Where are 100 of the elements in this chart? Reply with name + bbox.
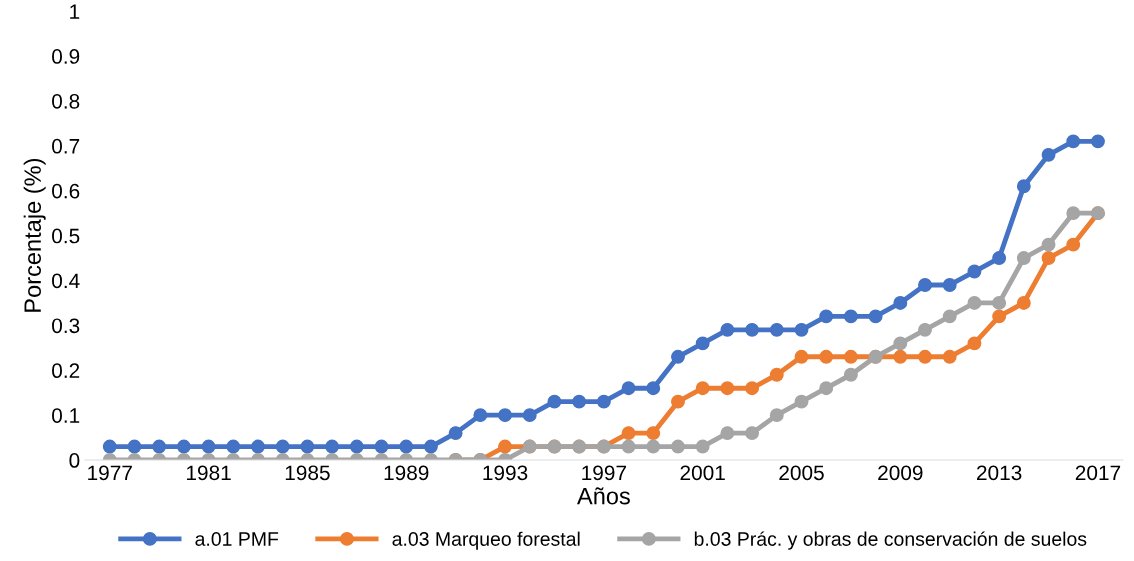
point — [498, 408, 512, 423]
point — [893, 349, 908, 364]
x-axis-title: Años — [577, 487, 630, 505]
point — [621, 439, 636, 454]
point — [127, 439, 142, 454]
y-tick-label: 0.7 — [52, 138, 80, 154]
x-tick-label: 2009 — [878, 465, 923, 481]
point — [918, 278, 932, 292]
point — [1066, 134, 1081, 149]
point — [399, 439, 414, 454]
point — [819, 309, 834, 324]
y-tick-label: 0.6 — [52, 183, 80, 199]
y-tick-label: 0.2 — [52, 363, 80, 379]
point — [646, 381, 661, 396]
point — [671, 349, 685, 364]
point — [967, 336, 982, 351]
point — [152, 439, 167, 454]
point — [720, 426, 735, 441]
point — [102, 439, 117, 454]
point — [967, 264, 982, 279]
point — [992, 251, 1007, 266]
point — [646, 439, 661, 454]
point — [819, 349, 834, 364]
point — [893, 295, 908, 310]
point — [423, 439, 438, 454]
point — [1016, 179, 1031, 194]
point — [819, 381, 834, 396]
point — [769, 367, 784, 382]
legend-label: a.01 PMF — [195, 532, 279, 546]
point — [794, 322, 809, 337]
point — [720, 381, 735, 396]
x-tick-label: 1981 — [186, 465, 231, 481]
point — [745, 426, 760, 441]
point — [646, 426, 661, 441]
point — [695, 336, 710, 351]
point — [769, 408, 784, 423]
point — [893, 336, 908, 351]
y-tick-label: 0 — [69, 453, 80, 468]
y-axis-title: Porcentaje (%) — [23, 159, 46, 312]
point — [671, 439, 685, 454]
point — [275, 439, 290, 454]
point — [176, 439, 191, 454]
point — [1041, 237, 1056, 252]
point — [745, 322, 760, 337]
legend-label: b.03 Prác. y obras de conservación de suelos — [694, 531, 1087, 550]
y-tick-label: 0.1 — [52, 408, 80, 423]
point — [522, 408, 537, 423]
point — [325, 439, 340, 454]
point — [745, 381, 760, 396]
y-tick-label: 0.5 — [52, 228, 80, 244]
x-tick-label: 1985 — [285, 465, 330, 481]
point — [1016, 295, 1031, 310]
x-tick-label: 1989 — [384, 465, 429, 481]
point — [226, 439, 241, 454]
point — [769, 322, 784, 337]
point — [720, 322, 735, 337]
point — [843, 367, 858, 382]
point — [473, 408, 488, 423]
point — [498, 439, 512, 454]
point — [448, 426, 463, 441]
point — [547, 394, 562, 409]
point — [374, 439, 389, 454]
point — [1066, 206, 1081, 221]
y-tick-label: 1 — [70, 4, 80, 19]
point — [794, 349, 809, 364]
point — [596, 394, 611, 409]
point — [992, 309, 1007, 324]
point — [695, 439, 710, 454]
y-tick-label: 0.9 — [52, 49, 80, 64]
point — [942, 278, 957, 292]
y-tick-label: 0.3 — [52, 318, 80, 334]
point — [300, 439, 315, 454]
point — [1091, 134, 1105, 149]
point — [1041, 147, 1056, 162]
point — [967, 295, 982, 310]
point — [1066, 237, 1081, 252]
point — [201, 439, 216, 454]
x-tick-label: 1997 — [582, 465, 626, 481]
point — [843, 349, 858, 364]
y-tick-label: 0.4 — [52, 273, 80, 289]
point — [349, 439, 364, 454]
point — [1016, 251, 1031, 266]
point — [942, 349, 957, 364]
point — [251, 439, 265, 454]
point — [918, 349, 932, 364]
point — [621, 426, 636, 441]
x-tick-label: 1977 — [88, 465, 132, 481]
point — [918, 322, 932, 337]
y-tick-label: 0.8 — [52, 93, 80, 109]
point — [942, 309, 957, 324]
x-tick-label: 2005 — [779, 465, 824, 481]
x-tick-label: 2017 — [1075, 465, 1121, 481]
x-tick-label: 1993 — [483, 465, 528, 481]
x-tick-label: 2001 — [680, 465, 725, 481]
point — [868, 309, 883, 324]
point — [572, 394, 587, 409]
point — [1041, 251, 1056, 266]
point — [621, 381, 636, 396]
x-tick-label: 2013 — [977, 465, 1022, 481]
point — [671, 394, 685, 409]
